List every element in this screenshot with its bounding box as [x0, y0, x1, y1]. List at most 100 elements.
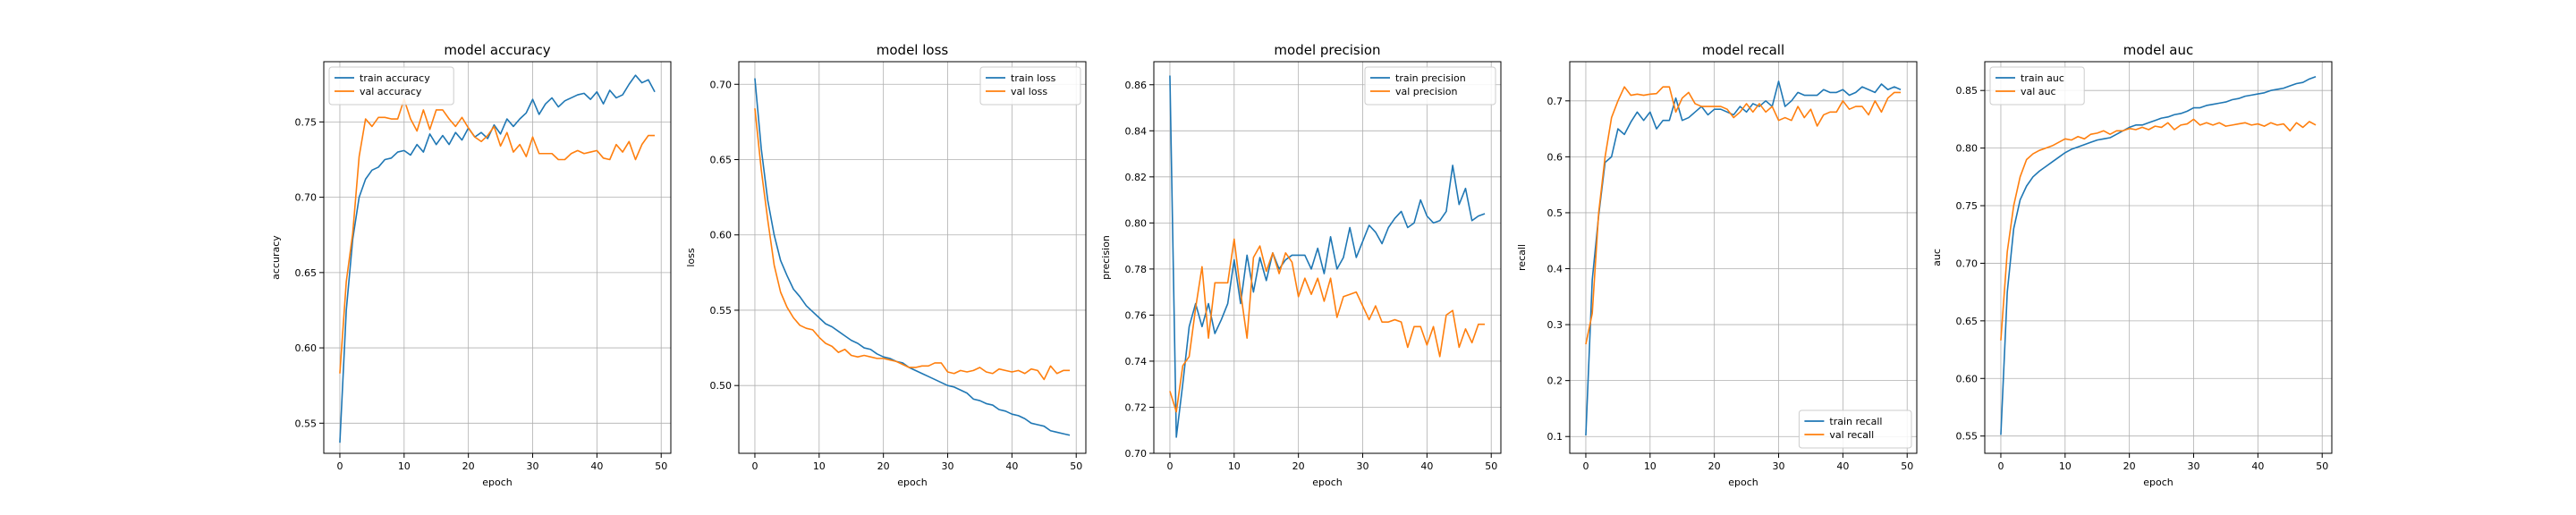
y-axis-label: precision: [1100, 235, 1112, 280]
chart-title: model auc: [2123, 42, 2193, 58]
y-axis-label: recall: [1516, 244, 1528, 271]
chart-panel-1: 0 10 20 30 40 50 0.50 0.55 0.60 0.65 0.70 model los…: [685, 42, 1087, 488]
y-tick-label: 0.85: [1956, 85, 1979, 97]
series-line-val-accuracy: [339, 98, 656, 374]
x-tick-label: 50: [1070, 460, 1082, 472]
x-tick-label: 0: [1997, 460, 2004, 472]
x-tick-label: 50: [1485, 460, 1497, 472]
y-axis-label: accuracy: [270, 235, 282, 280]
legend: train accuracy val accuracy: [328, 66, 454, 106]
legend-label: train loss: [1011, 72, 1056, 84]
y-axis-label: loss: [685, 248, 697, 267]
x-tick-label: 0: [1166, 460, 1173, 472]
series-line-train-precision: [1169, 75, 1486, 438]
legend: train auc val auc: [1989, 66, 2085, 106]
y-tick-label: 0.86: [1125, 80, 1148, 91]
legend: train precision val precision: [1364, 66, 1496, 106]
legend-label: train auc: [2021, 72, 2064, 84]
x-tick-label: 30: [2188, 460, 2200, 472]
y-tick-label: 0.60: [295, 342, 318, 354]
y-tick-label: 0.55: [710, 305, 733, 317]
series-line-train-auc: [2000, 75, 2317, 435]
y-tick-label: 0.70: [295, 192, 318, 204]
legend: train loss val loss: [979, 66, 1081, 106]
legend-label: val accuracy: [360, 86, 422, 97]
y-tick-label: 0.72: [1125, 401, 1148, 413]
x-tick-label: 10: [398, 460, 411, 472]
legend-label: val loss: [1011, 86, 1047, 97]
y-tick-label: 0.82: [1125, 172, 1148, 183]
x-tick-label: 20: [462, 460, 475, 472]
y-tick-label: 0.1: [1547, 431, 1563, 443]
y-tick-label: 0.74: [1125, 356, 1148, 367]
y-tick-label: 0.4: [1547, 264, 1563, 275]
axes-frame: [1153, 61, 1502, 454]
y-tick-label: 0.78: [1125, 264, 1148, 275]
legend-label: val auc: [2021, 86, 2056, 97]
x-tick-label: 40: [1836, 460, 1849, 472]
y-tick-label: 0.65: [1956, 316, 1979, 327]
x-axis-label: epoch: [1728, 477, 1758, 488]
y-tick-label: 0.50: [710, 380, 733, 392]
x-tick-label: 20: [1292, 460, 1305, 472]
x-axis-label: epoch: [482, 477, 513, 488]
chart-title: model recall: [1702, 42, 1784, 58]
y-tick-label: 0.6: [1547, 151, 1563, 163]
axes-frame: [1569, 61, 1918, 454]
y-tick-label: 0.65: [710, 155, 733, 166]
chart-panel-2: 0 10 20 30 40 50 0.70 0.72 0.74 0.76 0.78 0.80 0.82 0…: [1100, 42, 1502, 488]
x-tick-label: 0: [1582, 460, 1589, 472]
x-tick-label: 0: [751, 460, 758, 472]
series-line-val-precision: [1169, 238, 1486, 413]
y-tick-label: 0.60: [1956, 373, 1979, 384]
y-tick-label: 0.55: [295, 418, 318, 429]
x-tick-label: 20: [1708, 460, 1721, 472]
y-tick-label: 0.76: [1125, 309, 1148, 321]
chart-title: model accuracy: [444, 42, 550, 58]
legend-box: [979, 66, 1081, 106]
x-tick-label: 50: [655, 460, 667, 472]
legend-box: [328, 66, 454, 106]
x-tick-label: 20: [877, 460, 890, 472]
chart-title: model precision: [1274, 42, 1380, 58]
legend-label: train accuracy: [360, 72, 430, 84]
series-line-val-recall: [1585, 86, 1902, 345]
legend-box: [1989, 66, 2085, 106]
x-tick-label: 30: [527, 460, 539, 472]
x-tick-label: 50: [1901, 460, 1913, 472]
series-line-val-auc: [2000, 118, 2317, 341]
y-tick-label: 0.3: [1547, 319, 1563, 331]
axes-frame: [323, 61, 672, 454]
y-tick-label: 0.70: [1125, 448, 1148, 460]
axes-frame: [738, 61, 1087, 454]
y-tick-label: 0.60: [710, 230, 733, 241]
legend-label: val recall: [1829, 429, 1874, 441]
y-tick-label: 0.7: [1547, 96, 1563, 107]
series-line-train-accuracy: [339, 74, 656, 443]
y-tick-label: 0.75: [1956, 200, 1979, 212]
chart-title: model loss: [877, 42, 949, 58]
legend-label: train recall: [1829, 416, 1882, 427]
y-tick-label: 0.2: [1547, 376, 1563, 387]
x-tick-label: 30: [1357, 460, 1369, 472]
x-tick-label: 10: [1644, 460, 1657, 472]
y-tick-label: 0.80: [1956, 143, 1979, 155]
x-tick-label: 50: [2316, 460, 2328, 472]
x-axis-label: epoch: [1312, 477, 1343, 488]
y-tick-label: 0.75: [295, 116, 318, 128]
y-axis-label: auc: [1931, 249, 1943, 266]
legend: train recall val recall: [1798, 409, 1912, 449]
axes-frame: [1984, 61, 2333, 454]
x-tick-label: 40: [1420, 460, 1433, 472]
x-tick-label: 20: [2123, 460, 2136, 472]
x-tick-label: 10: [1228, 460, 1241, 472]
x-tick-label: 10: [813, 460, 826, 472]
chart-panel-3: 0 10 20 30 40 50 0.1 0.2 0.3 0.4 0.5 0.6 0.7 model re…: [1516, 42, 1918, 488]
y-tick-label: 0.55: [1956, 431, 1979, 443]
x-tick-label: 10: [2059, 460, 2072, 472]
legend-label: train precision: [1395, 72, 1466, 84]
y-tick-label: 0.70: [710, 79, 733, 90]
x-tick-label: 40: [1005, 460, 1018, 472]
y-tick-label: 0.70: [1956, 258, 1979, 269]
